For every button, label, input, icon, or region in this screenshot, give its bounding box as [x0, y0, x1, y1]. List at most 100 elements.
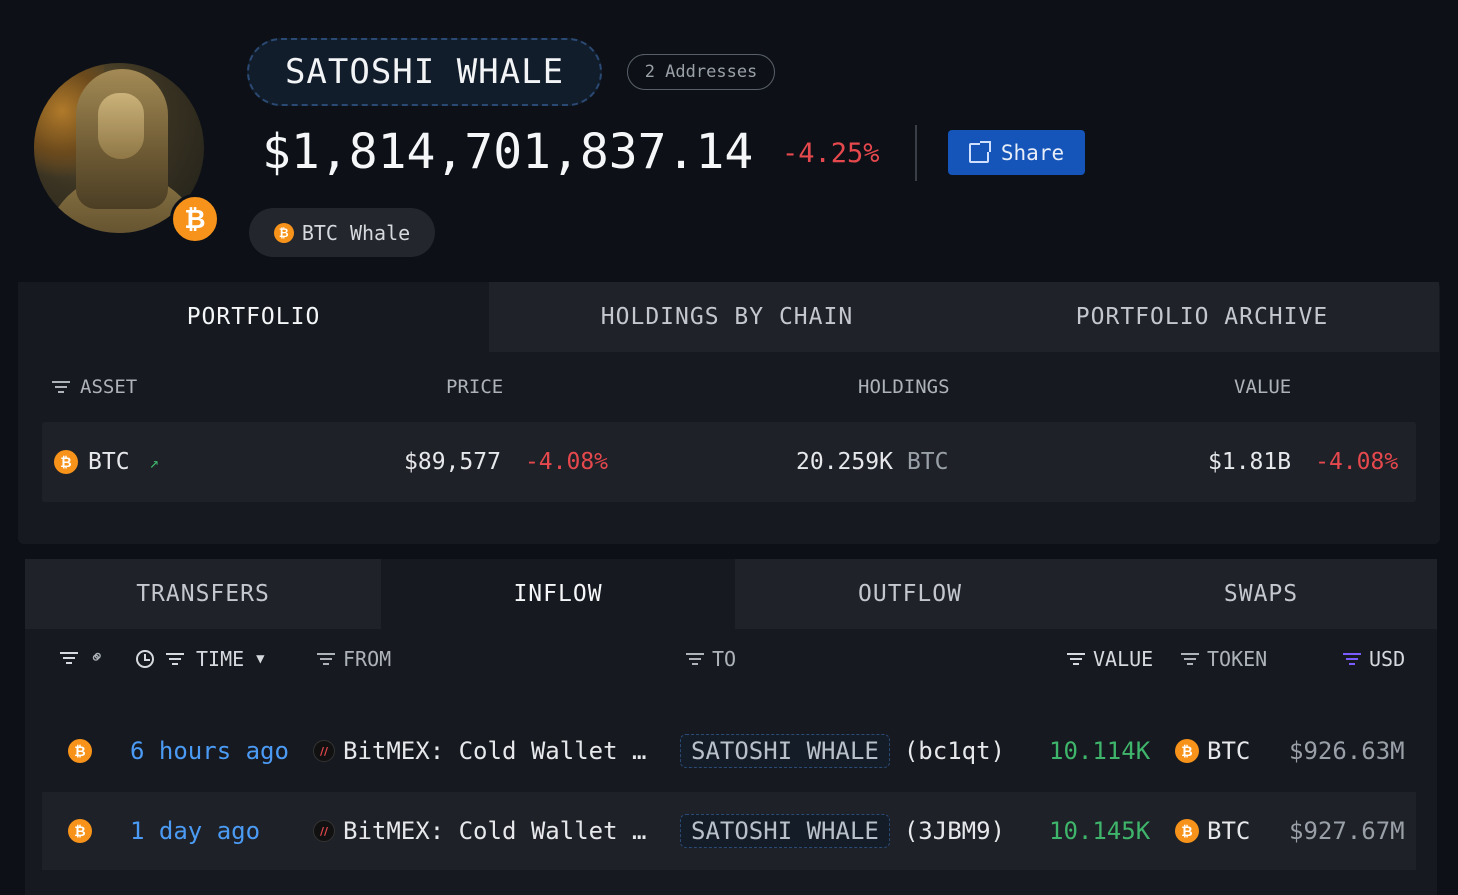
token-symbol: BTC — [1207, 737, 1251, 765]
from-entity-label: BitMEX: Cold Wallet … — [343, 737, 647, 765]
value-cell: $1.81B -4.08% — [1208, 422, 1398, 502]
price-header-label: PRICE — [446, 376, 504, 398]
tab-transfers[interactable]: TRANSFERS — [25, 559, 381, 629]
transfer-row[interactable]: ₿ 1 day ago // BitMEX: Cold Wallet … SAT… — [42, 792, 1416, 870]
holdings-unit: BTC — [906, 449, 949, 475]
holdings-column-header[interactable]: HOLDINGS — [858, 376, 950, 398]
to-entity-tag[interactable]: SATOSHI WHALE — [680, 814, 890, 848]
tab-holdings-by-chain[interactable]: HOLDINGS BY CHAIN — [489, 282, 965, 352]
portfolio-row[interactable]: ₿ BTC ↗ $89,577 -4.08% 20.259K BTC $1.81… — [42, 422, 1416, 502]
value-column-header[interactable]: VALUE — [1234, 376, 1291, 398]
addresses-count-button[interactable]: 2 Addresses — [627, 54, 775, 90]
value-header-label: VALUE — [1093, 647, 1154, 671]
transfer-row[interactable]: ₿ 6 hours ago // BitMEX: Cold Wallet … S… — [42, 712, 1416, 790]
bitmex-icon: // — [313, 820, 335, 842]
entity-name: SATOSHI WHALE — [247, 38, 602, 106]
bitcoin-icon: ₿ — [1175, 739, 1199, 763]
transfers-table-header: ⚭ TIME ▼ FROM TO VALUE TOKEN USD — [25, 629, 1437, 689]
external-link-icon — [968, 140, 991, 163]
tab-portfolio[interactable]: PORTFOLIO — [18, 282, 489, 352]
bitcoin-icon: ₿ — [273, 222, 294, 243]
entity-tag-label: BTC Whale — [301, 220, 411, 245]
link-icon[interactable]: ⚭ — [84, 644, 111, 671]
usd-header-label: USD — [1369, 647, 1406, 671]
tab-inflow[interactable]: INFLOW — [381, 559, 735, 629]
transfer-from[interactable]: // BitMEX: Cold Wallet … — [313, 712, 646, 790]
portfolio-panel: PORTFOLIO HOLDINGS BY CHAIN PORTFOLIO AR… — [18, 282, 1440, 544]
from-entity-label: BitMEX: Cold Wallet … — [343, 817, 647, 845]
holdings-header-label: HOLDINGS — [858, 376, 950, 398]
portfolio-tabs: PORTFOLIO HOLDINGS BY CHAIN PORTFOLIO AR… — [18, 282, 1440, 352]
to-address[interactable]: (bc1qt) — [903, 737, 1005, 765]
transfer-to[interactable]: SATOSHI WHALE (bc1qt) — [680, 712, 1005, 790]
filter-icon[interactable] — [686, 653, 704, 665]
tab-swaps[interactable]: SWAPS — [1085, 559, 1437, 629]
trending-up-icon: ↗ — [149, 452, 160, 472]
asset-cell: ₿ BTC ↗ — [54, 422, 159, 502]
transfer-token[interactable]: ₿ BTC — [1175, 712, 1250, 790]
transfer-time-link[interactable]: 6 hours ago — [130, 737, 289, 765]
filter-icon[interactable] — [166, 653, 184, 665]
row-filter-controls: ⚭ — [60, 645, 110, 670]
asset-price: $89,577 — [404, 449, 501, 475]
transfer-token[interactable]: ₿ BTC — [1175, 792, 1250, 870]
bitmex-icon: // — [313, 740, 335, 762]
transfer-usd: $926.63M — [1289, 737, 1405, 765]
token-header-label: TOKEN — [1207, 647, 1268, 671]
chevron-down-icon[interactable]: ▼ — [256, 651, 265, 667]
bitcoin-icon: ₿ — [68, 712, 92, 790]
asset-header-label: ASSET — [80, 376, 138, 398]
value-header-label: VALUE — [1234, 376, 1292, 398]
value-column-header[interactable]: VALUE — [1067, 647, 1153, 671]
price-column-header[interactable]: PRICE — [446, 376, 503, 398]
time-header-label: TIME — [196, 647, 245, 671]
asset-price-change: -4.08% — [524, 449, 609, 475]
filter-icon[interactable] — [52, 381, 70, 393]
tab-portfolio-archive[interactable]: PORTFOLIO ARCHIVE — [965, 282, 1439, 352]
transfer-to[interactable]: SATOSHI WHALE (3JBM9) — [680, 792, 1005, 870]
to-address[interactable]: (3JBM9) — [903, 817, 1005, 845]
from-column-header[interactable]: FROM — [317, 647, 391, 671]
from-header-label: FROM — [343, 647, 392, 671]
asset-symbol: BTC — [88, 449, 130, 475]
token-symbol: BTC — [1207, 817, 1251, 845]
token-column-header[interactable]: TOKEN — [1181, 647, 1267, 671]
time-column-header[interactable]: TIME ▼ — [136, 647, 265, 671]
portfolio-table-header: ASSET PRICE HOLDINGS VALUE — [18, 352, 1440, 420]
asset-column-header[interactable]: ASSET — [52, 376, 137, 398]
to-entity-tag[interactable]: SATOSHI WHALE — [680, 734, 890, 768]
filter-icon[interactable] — [60, 652, 78, 664]
holding-value: $1.81B — [1208, 449, 1292, 475]
filter-icon[interactable] — [1343, 653, 1361, 665]
transfer-value: 10.145K — [1049, 817, 1151, 845]
profile-avatar — [34, 63, 204, 233]
transfer-from[interactable]: // BitMEX: Cold Wallet … — [313, 792, 646, 870]
to-header-label: TO — [712, 647, 737, 671]
share-button[interactable]: Share — [948, 130, 1085, 175]
holdings-cell: 20.259K BTC — [796, 422, 948, 502]
bitcoin-icon: ₿ — [54, 450, 78, 474]
holding-value-change: -4.08% — [1315, 449, 1399, 475]
to-column-header[interactable]: TO — [686, 647, 736, 671]
bitcoin-icon: ₿ — [68, 792, 92, 870]
filter-icon[interactable] — [1067, 653, 1085, 665]
tab-outflow[interactable]: OUTFLOW — [735, 559, 1085, 629]
bitcoin-badge-icon: ₿ — [170, 194, 220, 244]
total-balance: $1,814,701,837.14 — [262, 124, 754, 180]
transfer-time-link[interactable]: 1 day ago — [130, 817, 261, 845]
price-cell: $89,577 -4.08% — [404, 422, 608, 502]
filter-icon[interactable] — [1181, 653, 1199, 665]
transfer-value: 10.114K — [1049, 737, 1151, 765]
bitcoin-icon: ₿ — [1175, 819, 1199, 843]
clock-icon[interactable] — [136, 650, 154, 668]
header-divider — [915, 125, 917, 181]
transfers-tabs: TRANSFERS INFLOW OUTFLOW SWAPS — [25, 559, 1437, 629]
filter-icon[interactable] — [317, 653, 335, 665]
share-label: Share — [1000, 140, 1065, 165]
holdings-amount: 20.259K — [796, 449, 893, 475]
transfers-panel: TRANSFERS INFLOW OUTFLOW SWAPS ⚭ TIME ▼ … — [25, 559, 1437, 895]
total-balance-change: -4.25% — [782, 138, 880, 169]
entity-tag-btc-whale[interactable]: ₿ BTC Whale — [249, 208, 435, 257]
transfer-usd: $927.67M — [1289, 817, 1405, 845]
usd-column-header[interactable]: USD — [1343, 647, 1405, 671]
